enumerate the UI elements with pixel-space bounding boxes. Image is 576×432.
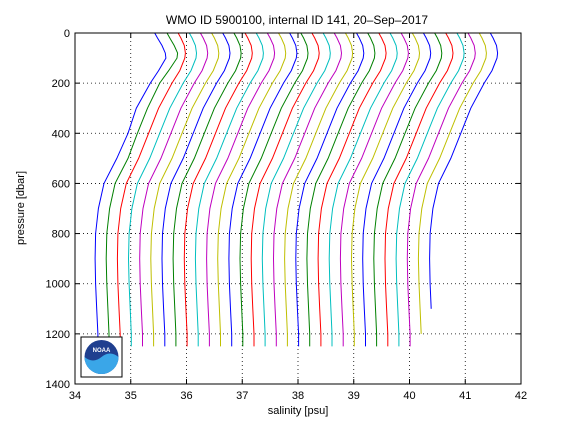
profile-line-29 xyxy=(406,32,476,347)
y-tick-label: 200 xyxy=(52,78,70,90)
series-layer xyxy=(94,32,499,347)
profile-line-12 xyxy=(217,32,287,347)
profile-line-14 xyxy=(239,32,309,347)
chart-title: WMO ID 5900100, internal ID 141, 20–Sep–… xyxy=(166,13,428,27)
profile-line-30 xyxy=(417,32,487,334)
profile-line-27 xyxy=(384,32,454,347)
y-tick-label: 800 xyxy=(52,229,70,241)
profile-line-22 xyxy=(328,32,398,347)
profile-line-7 xyxy=(161,32,231,347)
profile-line-15 xyxy=(250,32,320,347)
profile-line-10 xyxy=(194,32,264,347)
x-tick-labels: 34 35 36 37 38 39 40 41 42 xyxy=(69,390,527,402)
profile-line-25 xyxy=(362,32,432,347)
profile-line-11 xyxy=(206,32,276,347)
noaa-logo-icon: NOAA xyxy=(80,336,123,378)
x-tick-label: 42 xyxy=(515,390,527,402)
y-tick-label: 0 xyxy=(64,28,70,40)
y-tick-labels: 0 200 400 600 800 1000 1200 1400 xyxy=(46,28,70,391)
profile-line-4 xyxy=(127,32,198,347)
x-tick-label: 36 xyxy=(180,390,192,402)
profile-line-26 xyxy=(373,32,443,347)
profile-line-28 xyxy=(395,32,465,347)
y-tick-label: 1000 xyxy=(46,279,70,291)
profile-line-2 xyxy=(105,32,179,347)
profile-line-31 xyxy=(429,32,499,309)
x-axis-title: salinity [psu] xyxy=(268,405,329,417)
y-axis-title: pressure [dbar] xyxy=(15,171,27,245)
noaa-logo-text: NOAA xyxy=(93,348,111,354)
profile-line-24 xyxy=(350,32,421,347)
x-tick-label: 41 xyxy=(459,390,471,402)
x-tick-label: 40 xyxy=(403,390,415,402)
profile-line-17 xyxy=(272,32,343,347)
x-tick-label: 37 xyxy=(236,390,248,402)
y-tick-label: 1400 xyxy=(46,379,70,391)
profile-line-8 xyxy=(172,32,242,347)
profile-line-5 xyxy=(139,32,209,347)
y-tick-label: 400 xyxy=(52,128,70,140)
profile-line-18 xyxy=(284,32,354,347)
ticks xyxy=(74,32,522,385)
profile-line-23 xyxy=(339,32,409,347)
profile-line-9 xyxy=(183,32,253,347)
x-tick-label: 35 xyxy=(125,390,137,402)
profile-line-21 xyxy=(317,32,387,347)
profile-line-1 xyxy=(94,32,167,347)
profile-line-20 xyxy=(306,32,376,347)
profile-line-6 xyxy=(150,32,220,347)
profile-line-16 xyxy=(261,32,331,347)
y-tick-label: 600 xyxy=(52,178,70,190)
x-tick-label: 38 xyxy=(292,390,304,402)
profile-line-13 xyxy=(228,32,298,347)
noaa-logo-wave xyxy=(84,353,119,374)
y-tick-label: 1200 xyxy=(46,329,70,341)
x-tick-label: 39 xyxy=(348,390,360,402)
x-tick-label: 34 xyxy=(69,390,81,402)
profile-line-3 xyxy=(116,32,186,347)
profile-line-19 xyxy=(295,32,365,347)
